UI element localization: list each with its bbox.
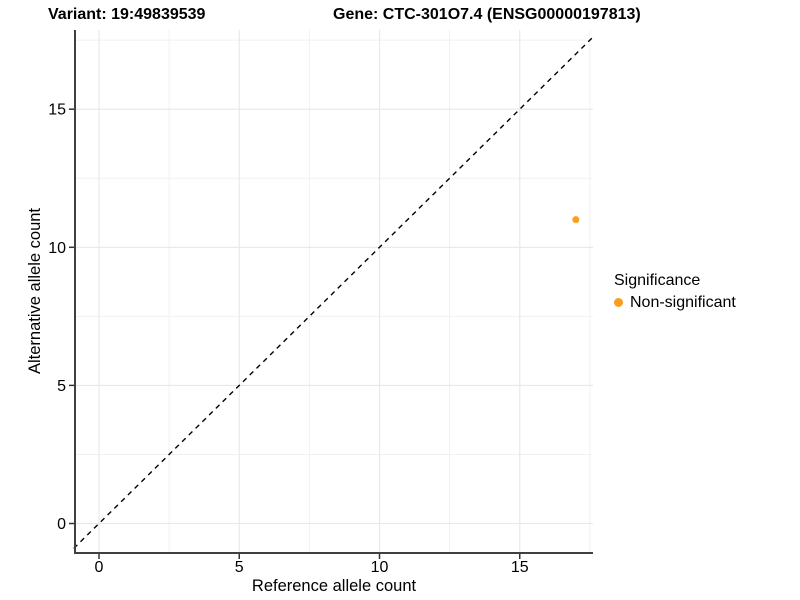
y-tick-label: 5 <box>57 378 66 395</box>
x-tick-label: 5 <box>235 559 244 576</box>
gridlines <box>75 30 593 553</box>
legend-item-label: Non-significant <box>630 294 736 311</box>
legend-key-dot-icon <box>614 298 623 307</box>
legend: Significance Non-significant <box>614 272 736 311</box>
identity-reference-line <box>73 36 594 549</box>
legend-items: Non-significant <box>614 294 736 311</box>
y-tick-label: 15 <box>48 102 66 119</box>
y-tick-label: 0 <box>57 516 66 533</box>
x-axis-title: Reference allele count <box>252 577 417 595</box>
data-points-layer <box>572 216 580 224</box>
legend-item: Non-significant <box>614 294 736 311</box>
x-tick-label: 10 <box>371 559 389 576</box>
x-tick-label: 15 <box>511 559 529 576</box>
x-tick-label: 0 <box>95 559 104 576</box>
y-tick-label: 10 <box>48 240 66 257</box>
legend-title: Significance <box>614 272 701 289</box>
data-point <box>572 216 580 224</box>
plot-title-gene: Gene: CTC-301O7.4 (ENSG00000197813) <box>333 6 641 23</box>
y-axis-title: Alternative allele count <box>26 208 44 374</box>
identity-reference-line-layer <box>73 36 594 549</box>
axes-layer: 0 5 10 15 0 5 10 15 <box>48 30 593 576</box>
plot-title-variant: Variant: 19:49839539 <box>48 6 206 23</box>
